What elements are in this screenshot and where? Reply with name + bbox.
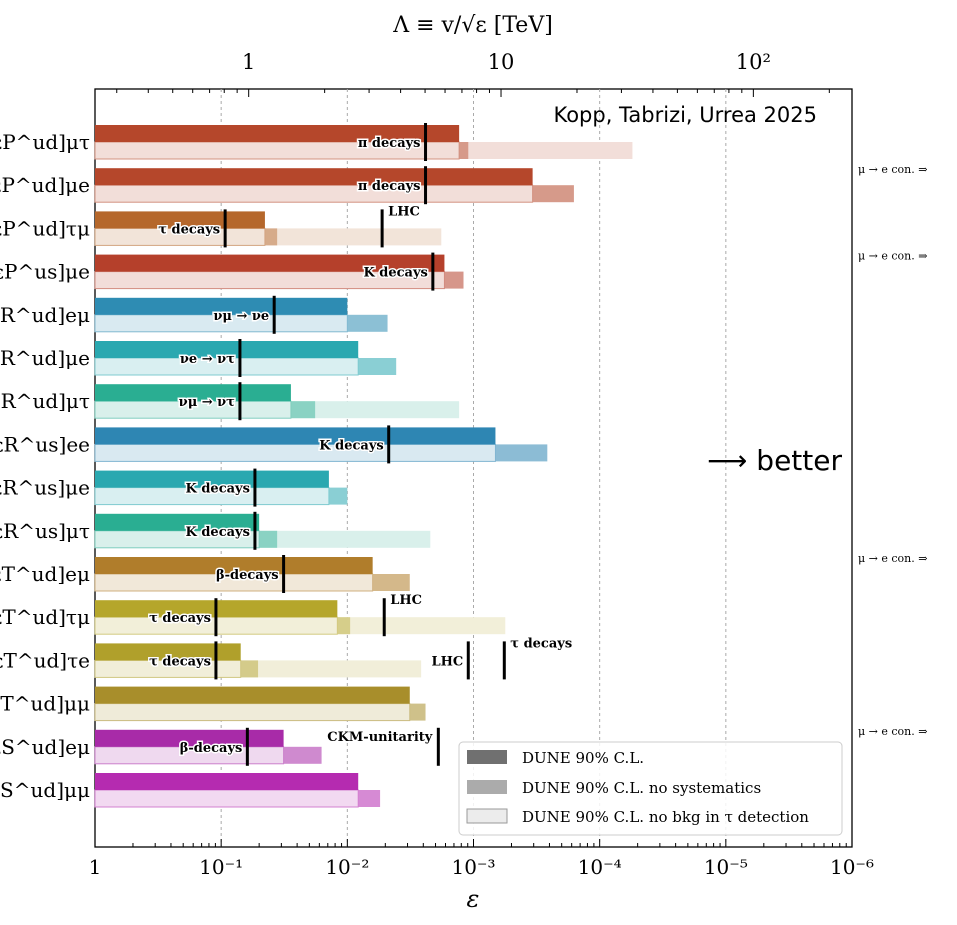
limit-label: π decays (358, 136, 421, 151)
better-label: ⟶ better (707, 444, 842, 477)
limit-label: LHC (390, 593, 422, 608)
bars (94, 125, 633, 808)
row-label: [εT^ud]τμ (0, 605, 90, 629)
bar-dune-90cl (95, 297, 348, 315)
x-axis-label: ε (467, 885, 480, 913)
row-labels: [εP^ud]μτ [εP^ud]μe [εP^ud]τμ [εP^us]μe [εR^… (0, 130, 90, 802)
bar-dune-90cl (95, 254, 445, 272)
bar-dune-inner (94, 184, 534, 203)
bar-dune-90cl (95, 470, 329, 488)
legend-entry-nosys: DUNE 90% C.L. no systematics (522, 779, 761, 797)
top-tick-label: 10² (736, 50, 771, 74)
limit-label: νμ → νe (213, 309, 269, 324)
bar-dune-90cl (95, 125, 460, 142)
bar-dune-90cl (95, 643, 241, 661)
legend-entry-nobkg: DUNE 90% C.L. no bkg in τ detection (522, 808, 809, 826)
legend-box (458, 741, 843, 836)
bar-dune-inner (94, 703, 411, 722)
side-note: μ → e con. ⇒ (858, 725, 927, 738)
limit-label: β-decays (216, 568, 279, 583)
bar-dune-90cl (95, 773, 359, 790)
legend-entry-dune: DUNE 90% C.L. (522, 749, 644, 767)
row-label: [εR^us]μτ (0, 519, 90, 543)
row-label: [εR^ud]μe (0, 346, 90, 370)
side-note: μ → e con. ⇒ (858, 552, 927, 565)
bottom-tick-label: 10⁻⁶ (830, 855, 874, 879)
bottom-tick-label: 10⁻³ (451, 855, 495, 879)
limit-label: K decays (363, 266, 427, 281)
legend-swatch-dune (467, 750, 507, 764)
top-axis-title: Λ ≡ v/√ε [TeV] (392, 13, 553, 38)
bottom-tick-label: 1 (89, 855, 102, 879)
row-label: [εS^ud]eμ (0, 735, 90, 759)
limit-label: LHC (431, 654, 463, 669)
row-label: [εP^ud]μe (0, 173, 90, 197)
row-label: [εR^ud]eμ (0, 303, 90, 327)
bottom-tick-label: 10⁻⁴ (578, 855, 622, 879)
row-label: [εR^us]μe (0, 476, 90, 500)
limit-label: τ decays (510, 636, 572, 651)
bottom-axis: 1 10⁻¹ 10⁻² 10⁻³ 10⁻⁴ 10⁻⁵ 10⁻⁶ (89, 839, 874, 879)
side-notes: μ → e con. ⇒ μ → e con. ⇒ μ → e con. ⇒ μ → … (858, 163, 927, 738)
top-tick-label: 1 (242, 50, 255, 74)
row-label: [εR^ud]μτ (0, 389, 90, 413)
limit-label: K decays (319, 438, 383, 453)
legend: DUNE 90% C.L. DUNE 90% C.L. no systemati… (458, 741, 843, 836)
row-label: [εP^us]μe (0, 260, 90, 284)
side-note: μ → e con. ⇒ (858, 250, 927, 263)
bar-dune-90cl (95, 513, 260, 531)
bar-dune-90cl (95, 686, 410, 704)
citation-annotation: Kopp, Tabrizi, Urrea 2025 (553, 103, 817, 127)
limit-label: νe → ντ (180, 352, 235, 367)
row-label: [εS^ud]μμ (0, 778, 90, 802)
limit-label: τ decays (149, 611, 211, 626)
bar-dune-90cl (95, 427, 496, 445)
limit-label: τ decays (149, 654, 211, 669)
limit-label: CKM-unitarity (327, 730, 432, 745)
side-note: μ → e con. ⇒ (858, 163, 927, 176)
legend-swatch-nobkg (466, 808, 508, 824)
row-label: [εP^ud]τμ (0, 216, 90, 240)
bar-dune-90cl (95, 384, 291, 402)
bottom-tick-label: 10⁻² (325, 855, 369, 879)
legend-swatch-nosys (467, 780, 507, 794)
limit-label: K decays (186, 482, 250, 497)
bar-dune-90cl (95, 557, 373, 574)
row-label: [εT^ud]τe (0, 648, 90, 672)
limit-label: π decays (358, 179, 421, 194)
limit-label: β-decays (180, 741, 243, 756)
bar-dune-inner (94, 443, 496, 462)
bottom-tick-label: 10⁻⁵ (704, 855, 748, 879)
row-label: [εT^ud]μμ (0, 692, 90, 716)
top-tick-label: 10 (488, 50, 515, 74)
limit-label: τ decays (158, 222, 220, 237)
bar-dune-inner (94, 789, 359, 808)
limit-label: νμ → ντ (179, 395, 235, 410)
top-axis: 1 10 10² (116, 50, 830, 97)
limit-label: LHC (388, 204, 420, 219)
bar-dune-90cl (95, 168, 533, 186)
bar-dune-90cl (95, 729, 284, 747)
bottom-tick-label: 10⁻¹ (199, 855, 243, 879)
row-label: [εR^us]ee (0, 432, 90, 456)
row-label: [εT^ud]eμ (0, 562, 90, 586)
limit-label: K decays (186, 525, 250, 540)
limit-markers: π decays π decays τ decays LHC K decays νμ → … (148, 123, 574, 766)
bar-dune-90cl (95, 341, 359, 358)
bar-dune-90cl (95, 211, 265, 229)
row-label: [εP^ud]μτ (0, 130, 90, 154)
